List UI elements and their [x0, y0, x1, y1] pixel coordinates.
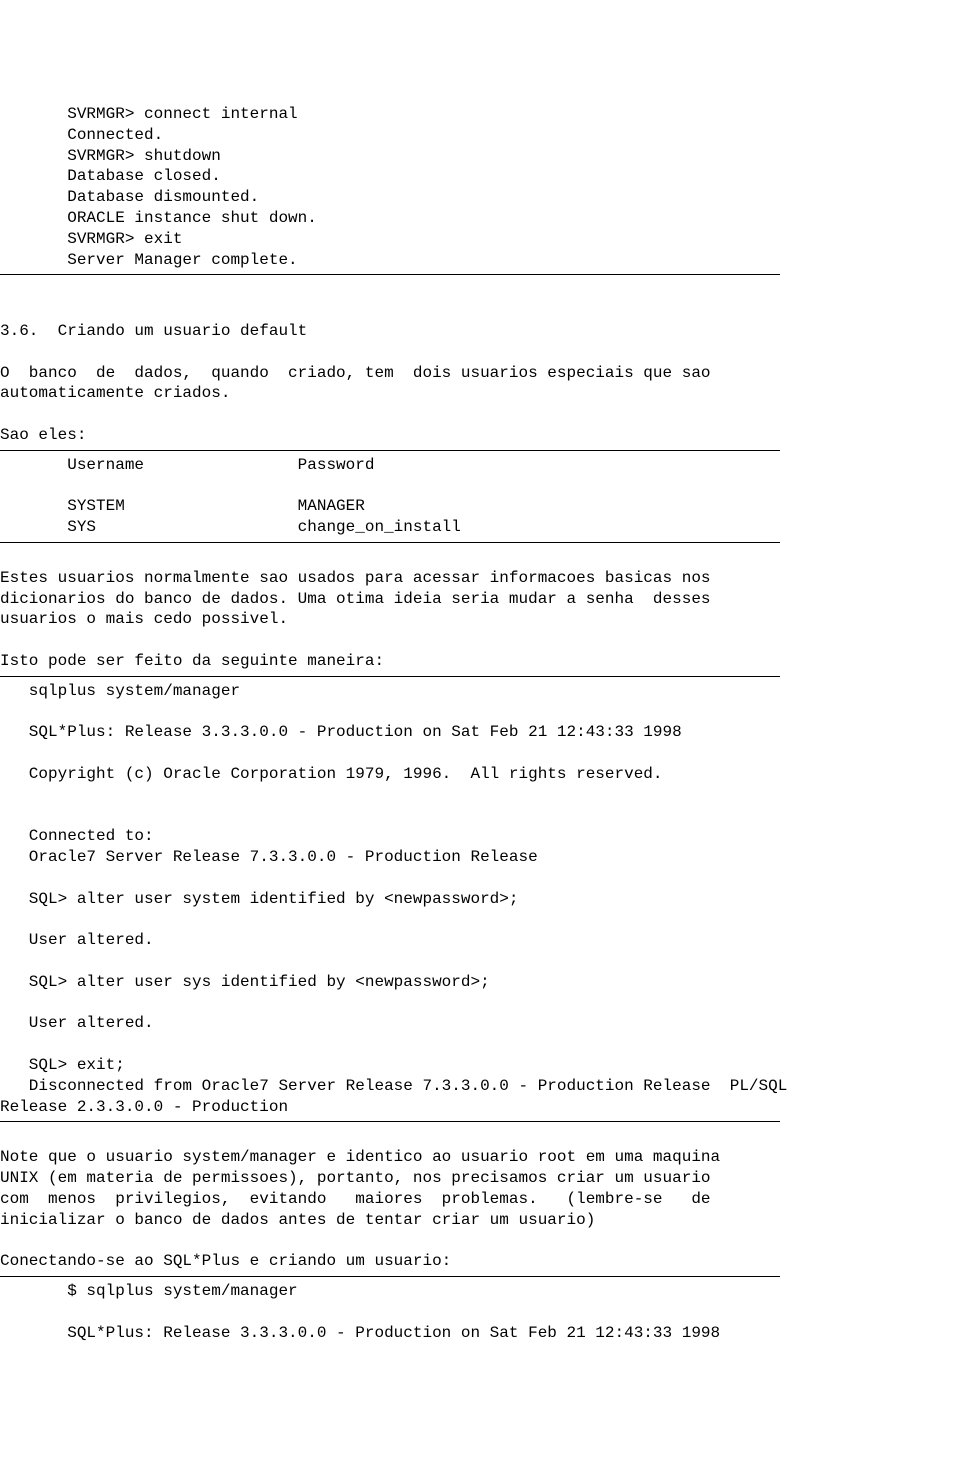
paragraph-line: UNIX (em materia de permissoes), portant…: [0, 1169, 711, 1187]
code-block-1: SVRMGR> connect internal Connected. SVRM…: [0, 104, 960, 270]
section-heading: 3.6. Criando um usuario default: [0, 322, 307, 340]
code-line: Database dismounted.: [0, 188, 259, 206]
code-line: Connected to:: [0, 827, 154, 845]
code-line: SQL> exit;: [0, 1056, 125, 1074]
code-line: SVRMGR> exit: [0, 230, 182, 248]
paragraph-line: usuarios o mais cedo possivel.: [0, 610, 288, 628]
code-line: Copyright (c) Oracle Corporation 1979, 1…: [0, 765, 663, 783]
code-line: User altered.: [0, 931, 154, 949]
divider: [0, 450, 780, 451]
paragraph-line: Note que o usuario system/manager e iden…: [0, 1148, 720, 1166]
paragraph-line: inicializar o banco de dados antes de te…: [0, 1211, 595, 1229]
code-line: SVRMGR> shutdown: [0, 147, 221, 165]
code-line: sqlplus system/manager: [0, 682, 240, 700]
paragraph-line: Isto pode ser feito da seguinte maneira:: [0, 652, 384, 670]
document-page: SVRMGR> connect internal Connected. SVRM…: [0, 83, 960, 1364]
code-line: Database closed.: [0, 167, 221, 185]
code-line: Disconnected from Oracle7 Server Release…: [0, 1077, 787, 1095]
table-row: SYS change_on_install: [0, 518, 461, 536]
code-line: Oracle7 Server Release 7.3.3.0.0 - Produ…: [0, 848, 538, 866]
paragraph-line: O banco de dados, quando criado, tem doi…: [0, 364, 711, 382]
table-row: SYSTEM MANAGER: [0, 497, 365, 515]
table-header: Username Password: [0, 456, 374, 474]
paragraph-line: automaticamente criados.: [0, 384, 230, 402]
divider: [0, 1121, 780, 1122]
code-line: SQL*Plus: Release 3.3.3.0.0 - Production…: [0, 723, 682, 741]
paragraph-line: Conectando-se ao SQL*Plus e criando um u…: [0, 1252, 451, 1270]
paragraph-line: Sao eles:: [0, 426, 86, 444]
code-line: SVRMGR> connect internal: [0, 105, 298, 123]
divider: [0, 676, 780, 677]
code-line: ORACLE instance shut down.: [0, 209, 317, 227]
divider: [0, 542, 780, 543]
paragraph-line: dicionarios do banco de dados. Uma otima…: [0, 590, 711, 608]
code-line: Server Manager complete.: [0, 251, 298, 269]
code-line: SQL> alter user system identified by <ne…: [0, 890, 518, 908]
code-line: Release 2.3.3.0.0 - Production: [0, 1098, 288, 1116]
sql-block-2: $ sqlplus system/manager SQL*Plus: Relea…: [0, 1281, 960, 1343]
paragraph-line: Estes usuarios normalmente sao usados pa…: [0, 569, 711, 587]
code-line: SQL> alter user sys identified by <newpa…: [0, 973, 490, 991]
code-line: Connected.: [0, 126, 163, 144]
divider: [0, 274, 780, 275]
divider: [0, 1276, 780, 1277]
code-line: User altered.: [0, 1014, 154, 1032]
code-line: SQL*Plus: Release 3.3.3.0.0 - Production…: [0, 1324, 720, 1342]
sql-block-1: sqlplus system/manager SQL*Plus: Release…: [0, 681, 960, 1118]
paragraph-line: com menos privilegios, evitando maiores …: [0, 1190, 711, 1208]
code-line: $ sqlplus system/manager: [0, 1282, 298, 1300]
users-table: Username Password SYSTEM MANAGER SYS cha…: [0, 455, 960, 538]
